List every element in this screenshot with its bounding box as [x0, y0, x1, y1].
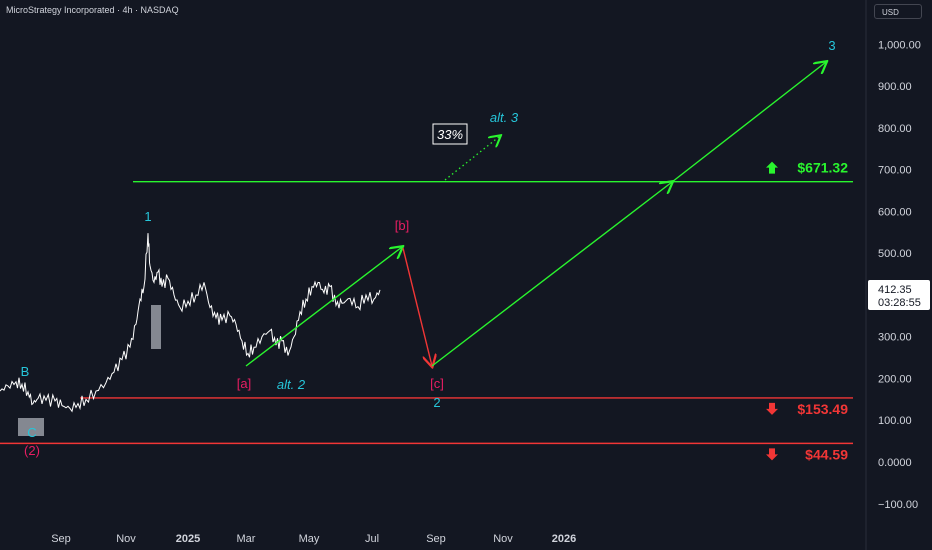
wave-label: C: [27, 425, 36, 440]
wave-label: (2): [24, 443, 40, 458]
x-axis: Sep Nov 2025 Mar May Jul Sep Nov 2026: [51, 533, 576, 545]
arrow-to-c: [402, 247, 432, 366]
y-tick-label: 700.00: [878, 165, 912, 177]
x-tick-label: Sep: [51, 533, 71, 545]
wave-label: alt. 3: [490, 110, 519, 125]
currency-selector[interactable]: USD: [874, 4, 922, 19]
x-tick-label: Mar: [237, 533, 256, 545]
x-tick-label: May: [299, 533, 320, 545]
y-tick-label: −100.00: [878, 499, 918, 511]
consolidation-box: [18, 418, 44, 436]
y-tick-label: 800.00: [878, 123, 912, 135]
y-tick-label: 500.00: [878, 248, 912, 260]
arrow-to-3: [671, 62, 826, 183]
y-axis: 1,000.00 900.00 800.00 700.00 600.00 500.00 30…: [878, 39, 921, 510]
consolidation-box: [151, 305, 161, 349]
x-tick-label: Nov: [493, 533, 513, 545]
wave-label: 3: [828, 38, 835, 53]
y-tick-label: 600.00: [878, 206, 912, 218]
wave-label: [b]: [395, 218, 409, 233]
horizontal-levels: $671.32 $153.49 $44.59: [0, 160, 853, 462]
arrow-alt-3: [444, 136, 500, 181]
last-price-box: [868, 280, 930, 310]
wave-label: 2: [433, 395, 440, 410]
y-tick-label: 0.0000: [878, 457, 912, 469]
probability-label: 33%: [437, 127, 463, 142]
wave-label: [a]: [237, 376, 251, 391]
wave-label: 1: [144, 209, 151, 224]
x-tick-label: Sep: [426, 533, 446, 545]
chart-title: MicroStrategy Incorporated · 4h · NASDAQ: [6, 5, 179, 15]
y-tick-label: 200.00: [878, 373, 912, 385]
arrow-to-b: [245, 247, 402, 367]
wave-label: alt. 2: [277, 377, 306, 392]
arrow-down-icon: [766, 448, 778, 461]
level-label: $671.32: [797, 160, 848, 176]
x-tick-label: Jul: [365, 533, 379, 545]
price-line: [0, 233, 381, 413]
arrow-up-icon: [766, 161, 778, 174]
x-tick-label: 2026: [552, 533, 576, 545]
y-tick-label: 300.00: [878, 332, 912, 344]
price-series: [0, 233, 381, 436]
wave-label: [c]: [430, 376, 444, 391]
probability-box: [432, 123, 468, 145]
wave-arrows: [245, 62, 826, 367]
arrow-down-icon: [766, 402, 778, 415]
level-label: $153.49: [797, 401, 848, 417]
x-tick-label: 2025: [176, 533, 200, 545]
x-tick-label: Nov: [116, 533, 136, 545]
level-label: $44.59: [805, 446, 848, 462]
y-tick-label: 100.00: [878, 415, 912, 427]
y-tick-label: 1,000.00: [878, 39, 921, 51]
last-price-countdown: 03:28:55: [878, 297, 921, 309]
wave-label: B: [21, 364, 30, 379]
y-tick-label: 900.00: [878, 81, 912, 93]
last-price-value: 412.35: [878, 284, 912, 296]
arrow-to-target: [431, 182, 672, 367]
wave-labels: B C (2) 1 [a] alt. 2 [b] [c] 2 3 alt. 3 33%: [21, 38, 836, 458]
